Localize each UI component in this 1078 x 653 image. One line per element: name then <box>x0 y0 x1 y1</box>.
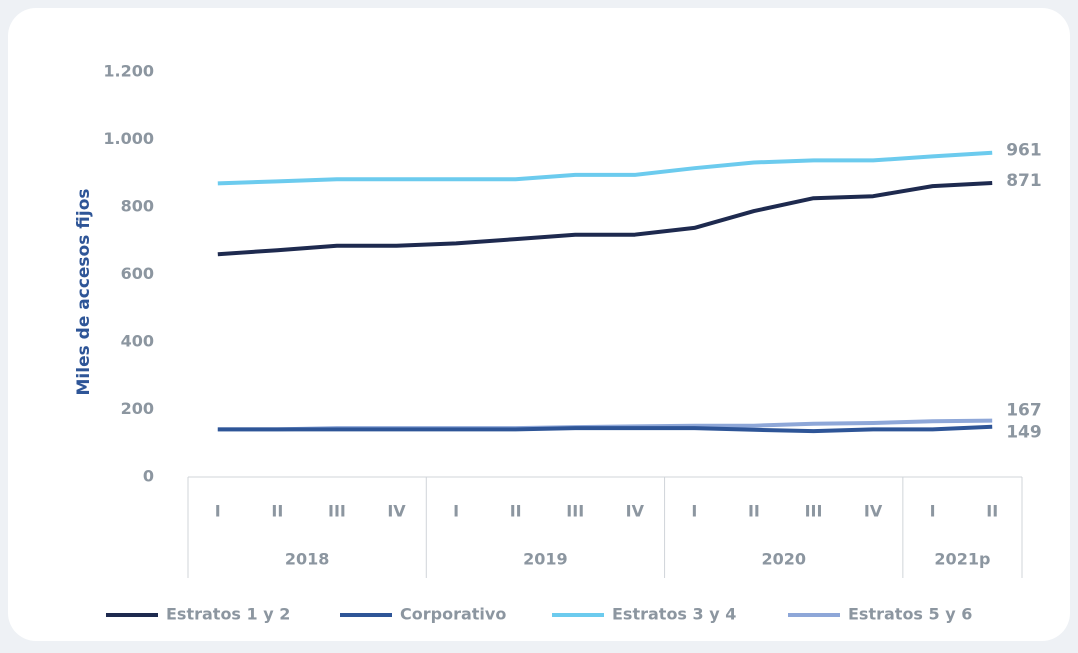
series-line <box>217 150 993 186</box>
data-label: 871 <box>1006 171 1042 191</box>
y-tick-label: 200 <box>121 399 154 418</box>
x-tick-label: II <box>748 502 760 521</box>
legend-label: Estratos 3 y 4 <box>612 605 736 624</box>
legend-label: Estratos 1 y 2 <box>166 605 290 624</box>
series-line <box>217 181 993 257</box>
series-line <box>217 424 993 434</box>
card <box>8 8 1070 641</box>
x-tick-label: I <box>691 502 697 521</box>
legend-label: Estratos 5 y 6 <box>848 605 972 624</box>
x-tick-label: I <box>453 502 459 521</box>
group-label: 2019 <box>523 550 568 569</box>
data-label: 149 <box>1006 423 1042 443</box>
y-tick-label: 1.000 <box>103 129 154 148</box>
x-tick-label: III <box>566 502 584 521</box>
x-tick-label: IV <box>864 502 883 521</box>
y-tick-label: 0 <box>143 467 154 486</box>
y-tick-label: 400 <box>121 332 154 351</box>
y-tick-label: 1.200 <box>103 62 154 81</box>
legend-label: Corporativo <box>400 605 506 624</box>
x-tick-label: III <box>328 502 346 521</box>
group-label: 2020 <box>761 550 806 569</box>
y-tick-label: 600 <box>121 264 154 283</box>
x-tick-label: IV <box>626 502 645 521</box>
data-label: 167 <box>1006 401 1042 421</box>
x-tick-label: I <box>215 502 221 521</box>
group-label: 2018 <box>285 550 330 569</box>
x-tick-label: I <box>930 502 936 521</box>
y-tick-label: 800 <box>121 197 154 216</box>
x-tick-label: III <box>805 502 823 521</box>
y-axis-label: Miles de accesos fijos <box>74 189 94 396</box>
x-tick-label: II <box>986 502 998 521</box>
x-tick-label: II <box>510 502 522 521</box>
data-label: 961 <box>1006 141 1042 161</box>
x-tick-label: IV <box>387 502 406 521</box>
group-label: 2021p <box>934 550 990 569</box>
x-tick-label: II <box>271 502 283 521</box>
